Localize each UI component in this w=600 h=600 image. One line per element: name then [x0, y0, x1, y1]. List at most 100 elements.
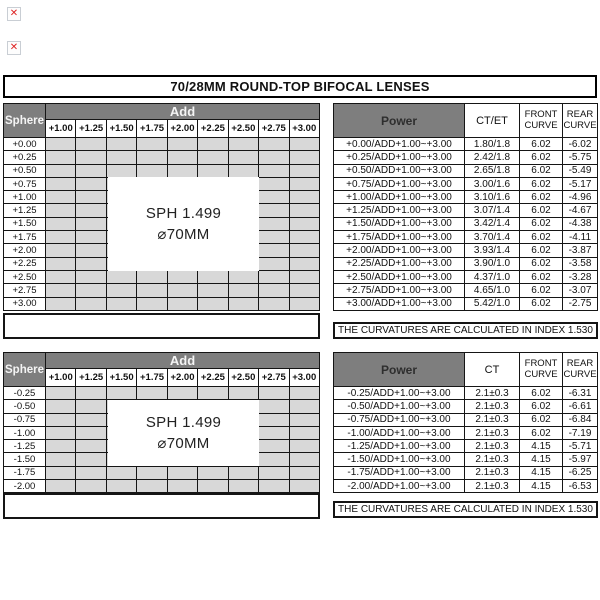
- add-subheader-row: +1.00 +1.25 +1.50 +1.75 +2.00 +2.25 +2.5…: [46, 120, 319, 137]
- grid-row: +2.50: [4, 269, 319, 284]
- ct-cell: 4.37/1.0: [465, 270, 520, 284]
- power-row: +3.00/ADD+1.00~+3.00 5.42/1.0 6.02 -2.75: [334, 296, 597, 310]
- grid-row: +0.50: [4, 163, 319, 177]
- grid-cell: [76, 191, 107, 204]
- rear-curve-cell: -6.31: [568, 387, 592, 399]
- grid-row: +0.25: [4, 150, 319, 164]
- grid-cell: [46, 204, 77, 217]
- grid-cell: [106, 270, 138, 284]
- grid-cell: [259, 204, 290, 217]
- sphere-value: +0.00: [4, 138, 46, 151]
- power-table-plus: Power CT/ET FRONT CURVE REAR CURVE +0.00…: [333, 103, 598, 311]
- lens-index-label: SPH 1.499: [145, 205, 222, 222]
- rear-curve-cell: -2.75: [568, 298, 592, 310]
- power-cell: -0.25/ADD+1.00~+3.00: [334, 387, 465, 400]
- grid-cell: [76, 297, 107, 310]
- power-row: +0.25/ADD+1.00~+3.00 2.42/1.8 6.02 -5.75: [334, 150, 597, 164]
- grid-cell: [259, 270, 290, 284]
- add-col-header: +2.25: [198, 120, 229, 137]
- grid-cell: [76, 480, 107, 493]
- grid-cell: [228, 284, 260, 297]
- power-cell: -0.50/ADD+1.00~+3.00: [334, 400, 465, 413]
- grid-row: +3.00: [4, 296, 319, 310]
- grid-cell: [228, 138, 260, 151]
- ct-cell: 2.1±0.3: [465, 466, 520, 480]
- power-row: -1.75/ADD+1.00~+3.00 2.1±0.3 4.15 -6.25: [334, 465, 597, 480]
- power-row: -0.75/ADD+1.00~+3.00 2.1±0.3 6.02 -6.84: [334, 412, 597, 426]
- grid-cell: [46, 257, 77, 270]
- grid-cell: [46, 440, 77, 453]
- grid-cell: [46, 480, 77, 493]
- add-col-header: +2.75: [259, 120, 290, 137]
- grid-cell: [167, 480, 199, 493]
- grid-cell: [198, 138, 229, 151]
- grid-cell: [46, 151, 77, 164]
- grid-cell: [106, 151, 138, 164]
- rear-curve-cell: -5.75: [568, 151, 592, 163]
- broken-image-icon: ✕: [7, 7, 21, 21]
- rear-curve-cell: -3.87: [568, 245, 592, 257]
- ct-cell: 2.1±0.3: [465, 426, 520, 440]
- rear-curve-cell: -5.71: [568, 440, 592, 452]
- grid-cell: [76, 387, 107, 400]
- grid-cell: [259, 217, 290, 231]
- power-cell: -2.00/ADD+1.00~+3.00: [334, 480, 465, 493]
- add-col-header: +1.50: [106, 120, 138, 137]
- grid-cell: [137, 164, 168, 177]
- sphere-value: -0.75: [4, 413, 46, 426]
- broken-image-x-glyph: ✕: [9, 42, 19, 53]
- front-curve-cell: 4.15: [520, 440, 563, 453]
- power-cell: -1.25/ADD+1.00~+3.00: [334, 440, 465, 453]
- ct-cell: 3.90/1.0: [465, 257, 520, 270]
- grid-cell: [289, 387, 319, 400]
- power-row: -0.50/ADD+1.00~+3.00 2.1±0.3 6.02 -6.61: [334, 399, 597, 413]
- sphere-value: +1.25: [4, 204, 46, 217]
- grid-cell: [259, 413, 290, 426]
- grid-cell: [198, 480, 229, 493]
- add-col-header: +3.00: [289, 120, 319, 137]
- sphere-value: -1.50: [4, 453, 46, 466]
- grid-cell: [198, 297, 229, 310]
- ct-cell: 1.80/1.8: [465, 138, 520, 151]
- grid-cell: [76, 426, 107, 440]
- grid-cells: [46, 466, 319, 480]
- grid-cell: [289, 244, 319, 257]
- grid-cell: [259, 244, 290, 257]
- grid-cell: [76, 284, 107, 297]
- front-curve-cell: 6.02: [520, 387, 563, 400]
- ct-cell: 2.1±0.3: [465, 400, 520, 413]
- add-header-wrap: Add +1.00 +1.25 +1.50 +1.75 +2.00 +2.25 …: [46, 104, 319, 137]
- power-row: +1.50/ADD+1.00~+3.00 3.42/1.4 6.02 -4.38: [334, 216, 597, 231]
- sphere-value: -0.50: [4, 400, 46, 413]
- grid-cell: [137, 270, 168, 284]
- grid-cell: [289, 164, 319, 177]
- ct-cell: 2.65/1.8: [465, 164, 520, 177]
- power-table-header: Power CT/ET FRONT CURVE REAR CURVE: [334, 104, 597, 137]
- front-curve-cell: 6.02: [520, 231, 563, 244]
- ct-cell: 2.1±0.3: [465, 440, 520, 453]
- power-row: +2.50/ADD+1.00~+3.00 4.37/1.0 6.02 -3.28: [334, 269, 597, 284]
- grid-cell: [289, 231, 319, 244]
- grid-cell: [76, 466, 107, 480]
- grid-cell: [137, 151, 168, 164]
- add-col-header: +1.75: [137, 369, 168, 386]
- grid-cell: [289, 217, 319, 231]
- grid-cell: [106, 480, 138, 493]
- grid-cell: [106, 284, 138, 297]
- power-cell: +0.00/ADD+1.00~+3.00: [334, 138, 465, 151]
- index-note: THE CURVATURES ARE CALCULATED IN INDEX 1…: [333, 322, 598, 339]
- ct-cell: 2.1±0.3: [465, 453, 520, 466]
- power-row: +2.25/ADD+1.00~+3.00 3.90/1.0 6.02 -3.58: [334, 256, 597, 270]
- empty-box: [3, 313, 320, 339]
- grid-cell: [289, 440, 319, 453]
- grid-cell: [259, 284, 290, 297]
- grid-cell: [228, 297, 260, 310]
- add-col-header: +2.75: [259, 369, 290, 386]
- grid-cell: [289, 284, 319, 297]
- power-row: +0.50/ADD+1.00~+3.00 2.65/1.8 6.02 -5.49: [334, 163, 597, 177]
- front-curve-cell: 6.02: [520, 177, 563, 191]
- power-row: +0.00/ADD+1.00~+3.00 1.80/1.8 6.02 -6.02: [334, 137, 597, 151]
- grid-cell: [137, 480, 168, 493]
- power-row: +1.00/ADD+1.00~+3.00 3.10/1.6 6.02 -4.96: [334, 190, 597, 204]
